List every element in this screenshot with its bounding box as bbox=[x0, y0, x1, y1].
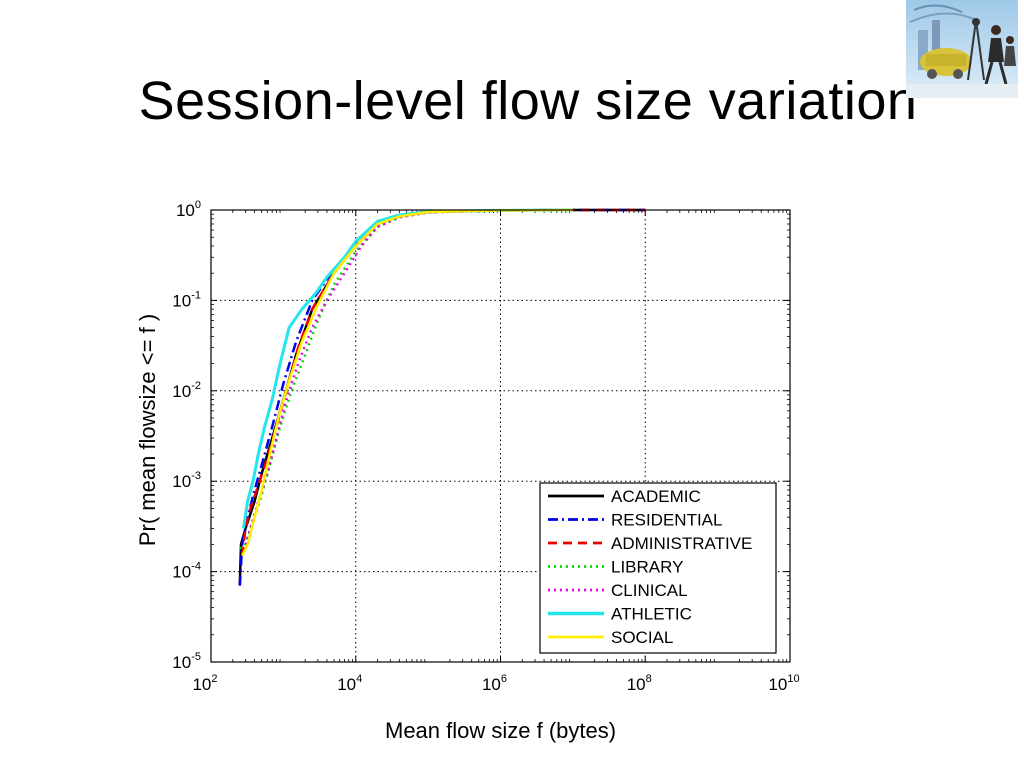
legend-box bbox=[539, 482, 777, 654]
slide-title: Session-level flow size variation bbox=[138, 71, 918, 131]
y-tick-label: 100 bbox=[176, 199, 201, 220]
y-tick-label: 10-1 bbox=[172, 289, 201, 310]
x-tick-label: 104 bbox=[337, 673, 362, 694]
legend-label: SOCIAL bbox=[611, 628, 673, 647]
y-tick-label: 10-4 bbox=[172, 561, 201, 582]
x-tick-label: 108 bbox=[627, 673, 652, 694]
legend-label: ATHLETIC bbox=[611, 605, 692, 624]
legend-label: CLINICAL bbox=[611, 581, 688, 600]
y-tick-label: 10-2 bbox=[172, 380, 201, 401]
series-line-social bbox=[241, 208, 573, 557]
legend-label: RESIDENTIAL bbox=[611, 511, 722, 530]
y-tick-label: 10-5 bbox=[172, 651, 201, 672]
x-tick-label: 106 bbox=[482, 673, 507, 694]
x-axis-label: Mean flow size f (bytes) bbox=[385, 718, 617, 743]
legend-label: ACADEMIC bbox=[611, 487, 701, 506]
collage-icon bbox=[906, 0, 1018, 98]
y-tick-label: 10-3 bbox=[172, 470, 201, 491]
series-line-residential bbox=[238, 208, 646, 586]
legend-label: ADMINISTRATIVE bbox=[611, 534, 752, 553]
y-axis-label: Pr( mean flowsize <= f ) bbox=[135, 313, 160, 547]
x-tick-label: 1010 bbox=[768, 673, 799, 694]
legend-label: LIBRARY bbox=[611, 558, 683, 577]
x-tick-label: 102 bbox=[192, 673, 217, 694]
